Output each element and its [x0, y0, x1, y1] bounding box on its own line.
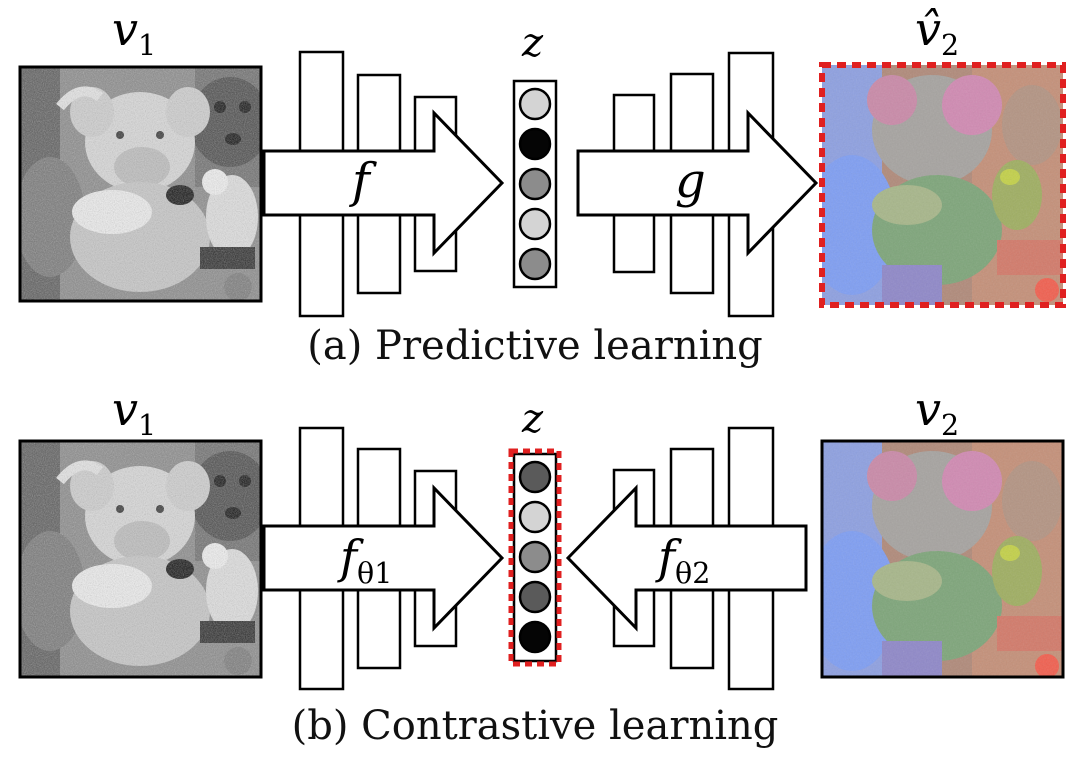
panel-b: [15, 426, 1065, 691]
caption-b: (b) Contrastive learning: [291, 703, 779, 749]
panel-b-latent-unit-1: [518, 460, 552, 494]
label-f-a: f: [352, 153, 370, 209]
label-v1-a: v1: [112, 2, 157, 62]
panel-a-latent-unit-3: [518, 167, 552, 201]
input-image-b: [15, 441, 270, 677]
latent-highlight-b: [508, 448, 562, 667]
latent-circles-b: [518, 460, 552, 654]
latent-circles-a: [518, 87, 552, 281]
panel-b-latent-unit-2: [518, 500, 552, 534]
panel-a-latent-unit-2: [518, 127, 552, 161]
label-f-theta2-b: fθ2: [658, 530, 711, 590]
panel-b-latent-unit-4: [518, 580, 552, 614]
output-highlight-a: [819, 62, 1066, 308]
label-v2-b: v2: [915, 382, 960, 442]
label-z-b: z: [522, 396, 544, 442]
panel-a-latent-unit-4: [518, 207, 552, 241]
label-f-theta1-b: fθ1: [340, 530, 393, 590]
output-image-a: [807, 65, 1063, 305]
panel-b-latent-unit-5: [518, 620, 552, 654]
label-g-a: g: [675, 153, 706, 209]
input-image-b2: [807, 441, 1063, 681]
panel-a: [15, 50, 1066, 318]
label-z-a: z: [522, 20, 544, 66]
label-v1-b: v1: [112, 382, 157, 442]
panel-b-latent-unit-3: [518, 540, 552, 574]
panel-a-latent-unit-5: [518, 247, 552, 281]
panel-a-latent-unit-1: [518, 87, 552, 121]
caption-a: (a) Predictive learning: [307, 323, 763, 369]
label-v2hat-a: v̂2: [915, 2, 960, 62]
input-image-a: [15, 67, 270, 303]
